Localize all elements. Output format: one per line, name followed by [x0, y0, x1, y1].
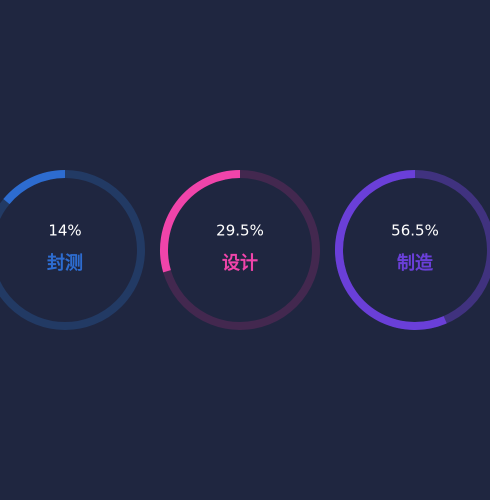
value-label: 14% — [48, 222, 81, 240]
category-label: 封测 — [47, 252, 83, 274]
category-label: 制造 — [397, 252, 433, 274]
category-label: 设计 — [222, 252, 258, 274]
value-label: 56.5% — [391, 222, 439, 240]
ring-arc — [160, 170, 241, 273]
ring-arc — [3, 170, 66, 205]
ring-arc — [335, 170, 447, 330]
value-label: 29.5% — [216, 222, 264, 240]
